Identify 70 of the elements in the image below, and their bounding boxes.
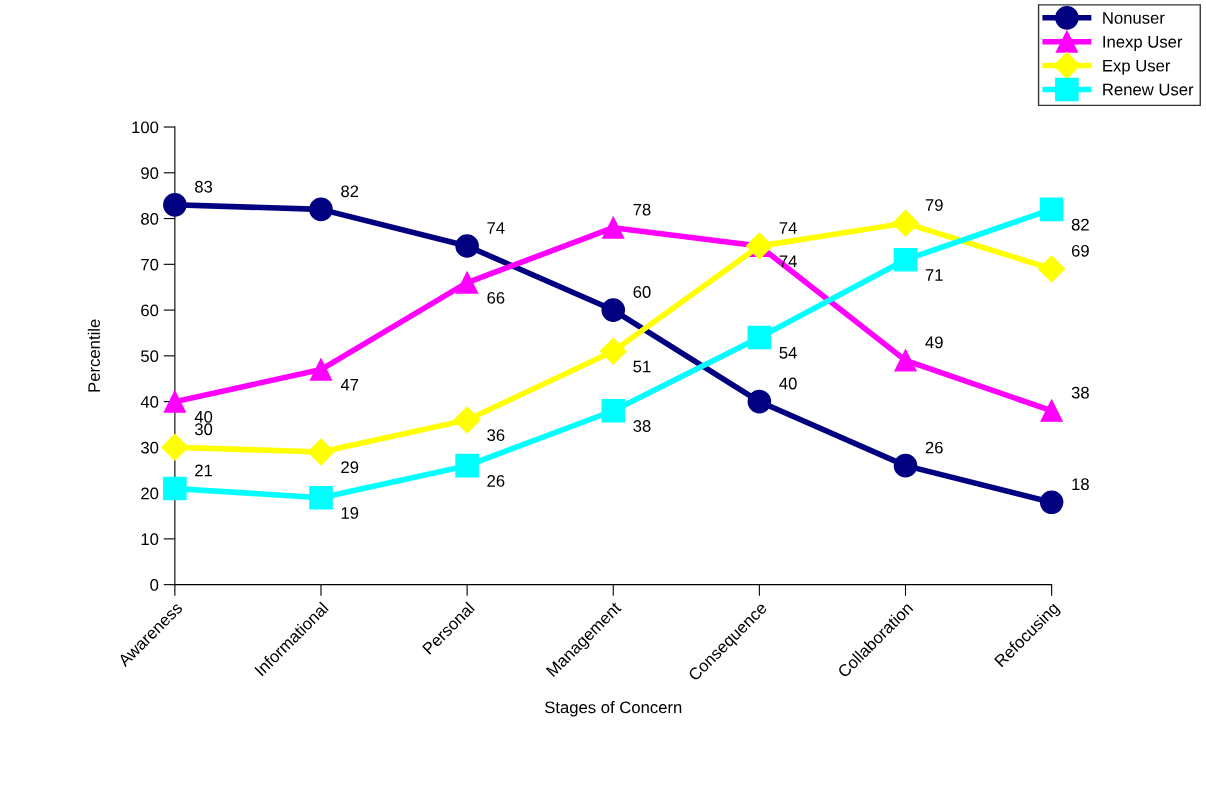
point bbox=[163, 476, 187, 501]
point bbox=[892, 209, 919, 237]
data-label: 36 bbox=[487, 429, 505, 442]
point bbox=[455, 453, 479, 478]
data-label: 49 bbox=[925, 336, 943, 349]
point bbox=[453, 406, 481, 434]
data-label: 40 bbox=[194, 410, 213, 423]
data-label: 38 bbox=[633, 420, 651, 432]
y-tick-label: 0 bbox=[150, 579, 159, 591]
data-label: 71 bbox=[925, 269, 943, 281]
data-label: 26 bbox=[487, 475, 505, 487]
data-label: 40 bbox=[779, 377, 797, 390]
data-label: 54 bbox=[779, 347, 797, 359]
y-tick-label: 90 bbox=[141, 167, 159, 179]
point bbox=[894, 349, 917, 372]
point bbox=[307, 438, 335, 466]
data-label: 82 bbox=[1071, 218, 1089, 231]
legend-label: Exp User bbox=[1103, 59, 1171, 75]
point bbox=[747, 325, 772, 350]
point bbox=[893, 453, 918, 478]
legend-label: Renew User bbox=[1103, 83, 1194, 96]
data-label: 30 bbox=[194, 423, 213, 436]
data-label: 47 bbox=[340, 379, 359, 391]
y-tick-label: 20 bbox=[141, 487, 159, 500]
data-label: 38 bbox=[1071, 386, 1089, 399]
x-axis-title: Stages of Concern bbox=[544, 701, 682, 717]
y-tick-label: 60 bbox=[141, 304, 159, 317]
point bbox=[456, 271, 479, 294]
point bbox=[309, 358, 333, 381]
point bbox=[893, 247, 918, 272]
data-label: 29 bbox=[341, 461, 359, 474]
point bbox=[601, 298, 626, 322]
y-tick-label: 100 bbox=[132, 121, 159, 134]
y-axis-title: Percentile bbox=[87, 319, 101, 392]
data-label: 74 bbox=[779, 222, 797, 234]
point bbox=[601, 398, 626, 423]
data-label: 19 bbox=[341, 507, 359, 519]
point bbox=[1039, 197, 1064, 222]
data-label: 60 bbox=[633, 286, 651, 298]
data-label: 83 bbox=[195, 180, 213, 193]
data-label: 78 bbox=[633, 203, 651, 216]
legend-label: Nonuser bbox=[1103, 12, 1165, 24]
point bbox=[163, 390, 186, 413]
data-label: 74 bbox=[487, 222, 505, 234]
point bbox=[1040, 399, 1063, 422]
point bbox=[747, 389, 772, 414]
y-tick-label: 80 bbox=[141, 212, 159, 225]
legend-label: Inexp User bbox=[1103, 36, 1183, 51]
point bbox=[455, 234, 479, 258]
point bbox=[309, 485, 333, 510]
point bbox=[602, 216, 625, 239]
data-label: 82 bbox=[341, 185, 359, 198]
y-tick-label: 70 bbox=[141, 258, 159, 271]
y-tick-label: 30 bbox=[141, 441, 159, 454]
point bbox=[309, 197, 333, 222]
point bbox=[1039, 490, 1064, 515]
data-label: 69 bbox=[1071, 244, 1089, 257]
data-label: 18 bbox=[1072, 478, 1089, 491]
point bbox=[163, 193, 187, 217]
data-label: 79 bbox=[925, 199, 943, 211]
data-label: 21 bbox=[195, 464, 213, 477]
point bbox=[161, 433, 189, 461]
y-tick-label: 40 bbox=[140, 396, 159, 408]
y-tick-label: 10 bbox=[141, 533, 159, 546]
data-label: 26 bbox=[925, 441, 943, 454]
data-label: 66 bbox=[487, 291, 505, 304]
y-tick-label: 50 bbox=[141, 350, 159, 363]
point bbox=[1038, 255, 1066, 283]
data-label: 51 bbox=[633, 360, 651, 373]
point bbox=[599, 337, 627, 365]
